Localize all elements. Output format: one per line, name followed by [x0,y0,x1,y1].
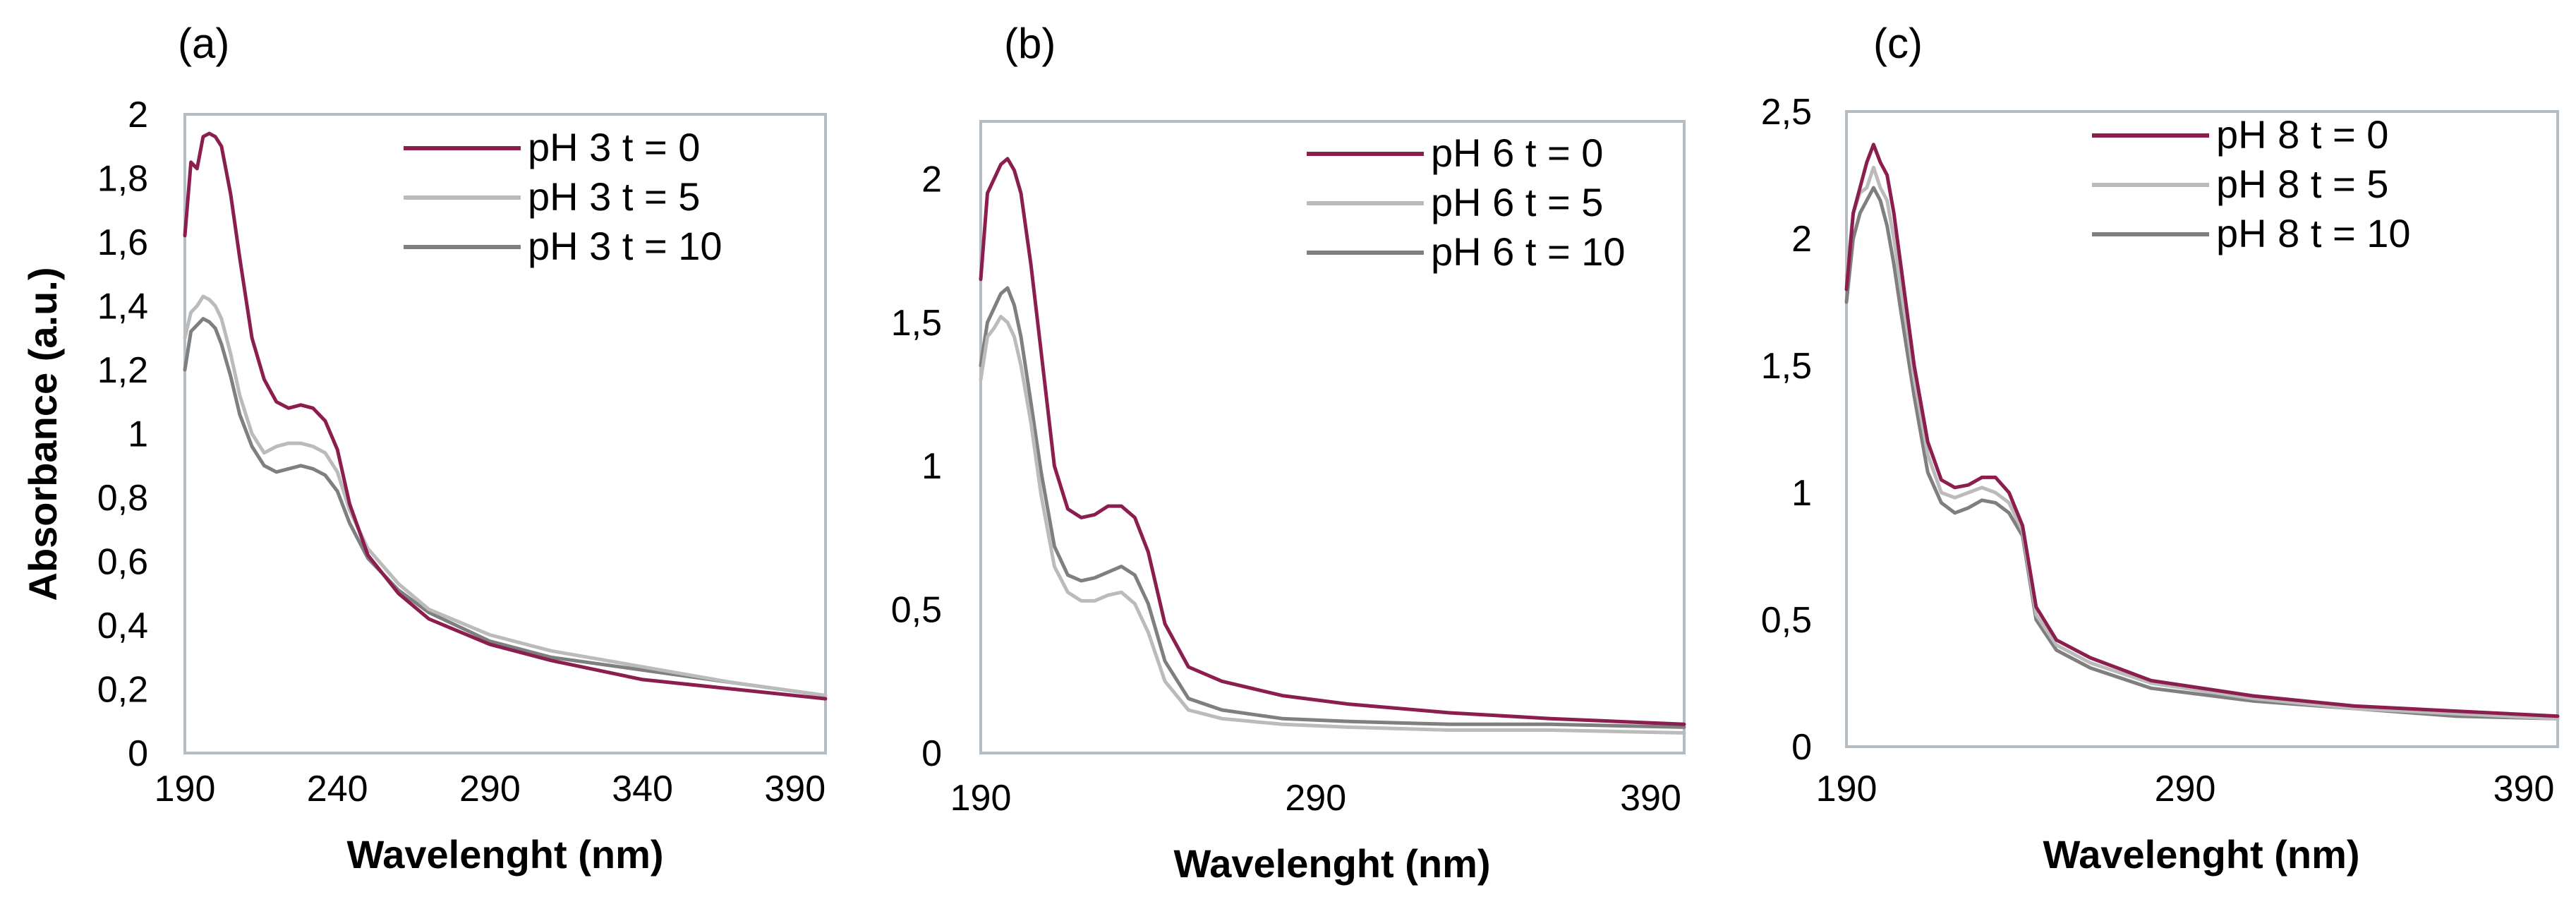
panel-a-legend: pH 3 t = 0 pH 3 t = 5 pH 3 t = 10 [404,125,722,268]
panel-b-x-tick-label: 190 [950,778,1012,819]
panel-c-label: (c) [1873,20,1923,67]
panel-b-x-ticks: 190 290 390 [950,778,1681,819]
series-line-pH-3-t-5 [183,294,828,697]
panel-a-y-axis-label: Absorbance (a.u.) [20,267,65,601]
panel-a: (a) 0 0,2 0,4 0,6 0,8 1 1,2 1,4 1,6 1,8 2 190 240 29… [20,20,828,877]
legend-label-pH3-t10: pH 3 t = 10 [528,224,722,268]
panel-b-y-ticks: 0 0,5 1 1,5 2 [891,159,942,774]
legend-label-pH8-t0: pH 8 t = 0 [2216,112,2388,157]
panel-b-x-tick-label: 390 [1620,778,1681,819]
panel-b-x-axis-label: Wavelenght (nm) [1173,841,1490,886]
series-line-pH-8-t-5 [1844,165,2560,721]
panel-b-x-tick-label: 290 [1285,778,1346,819]
panel-c: (c) 0 0,5 1 1,5 2 2,5 190 290 390 Wavelenght (n… [1761,20,2560,877]
legend-label-pH8-t10: pH 8 t = 10 [2216,211,2411,255]
panel-a-y-tick-label: 1,2 [97,350,148,391]
panel-c-y-tick-label: 2 [1791,219,1812,260]
panel-a-label: (a) [178,20,229,67]
legend-label-pH3-t5: pH 3 t = 5 [528,174,700,219]
series-line-pH-8-t-0 [1844,143,2560,718]
panel-c-x-tick-label: 290 [2155,769,2216,809]
panel-a-y-tick-label: 2 [128,95,148,136]
panel-c-y-tick-label: 0,5 [1761,600,1812,641]
legend-label-pH8-t5: pH 8 t = 5 [2216,162,2388,206]
legend-label-pH3-t0: pH 3 t = 0 [528,125,700,169]
panel-c-y-ticks: 0 0,5 1 1,5 2 2,5 [1761,92,1812,768]
panel-a-x-ticks: 190 240 290 340 390 [155,769,826,809]
panel-a-x-tick-label: 340 [612,769,673,809]
panel-c-x-tick-label: 190 [1816,769,1877,809]
panel-a-plot-area [183,113,827,754]
panel-b-y-tick-label: 0 [921,733,942,774]
panel-b: (b) 00,511,52 190 290 390 Wavelenght (nm) … [891,20,1686,886]
series-line-pH-3-t-0 [183,131,828,701]
panel-c-y-tick-label: 2,5 [1761,92,1812,133]
series-line-pH-6-t-10 [979,286,1686,729]
panel-b-label: (b) [1004,20,1056,67]
panel-a-y-tick-label: 1 [128,414,148,455]
legend-label-pH6-t5: pH 6 t = 5 [1431,180,1603,224]
series-line-pH-6-t-0 [979,157,1686,726]
panel-a-x-axis-label: Wavelenght (nm) [346,832,663,877]
panel-a-x-tick-label: 290 [459,769,521,809]
panel-a-y-tick-label: 1,4 [97,287,148,327]
series-line-pH-6-t-5 [979,315,1686,735]
panel-b-plot-area [979,120,1686,754]
panel-c-x-tick-label: 390 [2493,769,2555,809]
panel-a-y-tick-label: 0,4 [97,606,148,646]
panel-a-x-tick-label: 390 [764,769,826,809]
panel-c-legend: pH 8 t = 0 pH 8 t = 5 pH 8 t = 10 [2092,112,2411,255]
panel-a-x-tick-label: 240 [307,769,368,809]
panel-c-plot-area [1845,110,2559,748]
panel-a-y-ticks: 0 0,2 0,4 0,6 0,8 1 1,2 1,4 1,6 1,8 2 [97,95,148,774]
panel-c-y-tick-label: 1,5 [1761,346,1812,387]
legend-label-pH6-t10: pH 6 t = 10 [1431,229,1626,274]
panel-c-y-tick-label: 1 [1791,473,1812,514]
panel-a-y-tick-label: 0,6 [97,542,148,583]
panel-a-y-tick-label: 0,8 [97,478,148,519]
panel-a-y-tick-label: 0 [128,733,148,774]
legend-label-pH6-t0: pH 6 t = 0 [1431,131,1603,175]
panel-b-y-tick-label: 2 [921,159,942,200]
panel-c-series [1844,143,2560,721]
panel-c-x-ticks: 190 290 390 [1816,769,2555,809]
series-line-pH-8-t-10 [1844,186,2560,721]
panel-b-y-tick-label: 1,5 [891,303,942,344]
panel-a-y-tick-label: 1,8 [97,159,148,200]
series-line-pH-3-t-10 [183,317,828,697]
panel-b-series [979,157,1686,735]
panel-b-y-tick-label: 0,5 [891,590,942,631]
panel-a-y-tick-label: 0,2 [97,670,148,711]
panel-c-y-tick-label: 0 [1791,727,1812,768]
panel-b-legend: pH 6 t = 0 pH 6 t = 5 pH 6 t = 10 [1307,131,1626,274]
panel-b-y-tick-label: 1 [921,446,942,487]
panel-c-x-axis-label: Wavelenght (nm) [2043,832,2359,877]
panel-a-series [183,131,828,701]
panel-a-x-tick-label: 190 [155,769,216,809]
panel-a-y-tick-label: 1,6 [97,222,148,263]
